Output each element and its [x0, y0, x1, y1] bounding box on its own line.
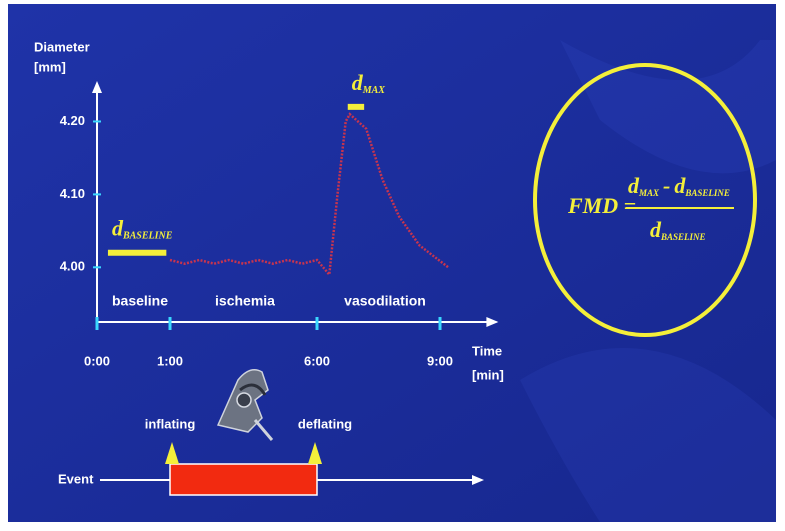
formula-sub: BASELINE	[684, 188, 730, 198]
x-axis-label: Time	[472, 343, 502, 358]
x-tick-label: 1:00	[157, 353, 183, 368]
event-start-label: inflating	[145, 416, 196, 431]
marker-subscript: BASELINE	[122, 231, 173, 242]
formula-lhs: FMD =	[567, 193, 636, 218]
event-bar	[170, 464, 317, 495]
marker-subscript: MAX	[362, 85, 386, 96]
x-tick-label: 0:00	[84, 353, 110, 368]
phase-label: vasodilation	[344, 293, 426, 309]
formula-sub: BASELINE	[660, 232, 706, 242]
x-tick-label: 6:00	[304, 353, 330, 368]
y-tick-label: 4.10	[60, 186, 85, 201]
phase-label: baseline	[112, 293, 168, 309]
slide: Diameter [mm] Time [min] 4.00 4.10 4.20 0:00 1:0…	[0, 0, 785, 526]
formula-op: -	[663, 173, 670, 198]
phase-label: ischemia	[215, 293, 275, 309]
x-tick-label: 9:00	[427, 353, 453, 368]
y-tick-label: 4.00	[60, 259, 85, 274]
y-tick-label: 4.20	[60, 113, 85, 128]
y-axis-label: [mm]	[34, 59, 66, 74]
event-end-label: deflating	[298, 416, 352, 431]
x-axis-label: [min]	[472, 367, 504, 382]
event-label: Event	[58, 471, 94, 486]
y-axis-label: Diameter	[34, 39, 90, 54]
formula-sub: MAX	[638, 188, 660, 198]
